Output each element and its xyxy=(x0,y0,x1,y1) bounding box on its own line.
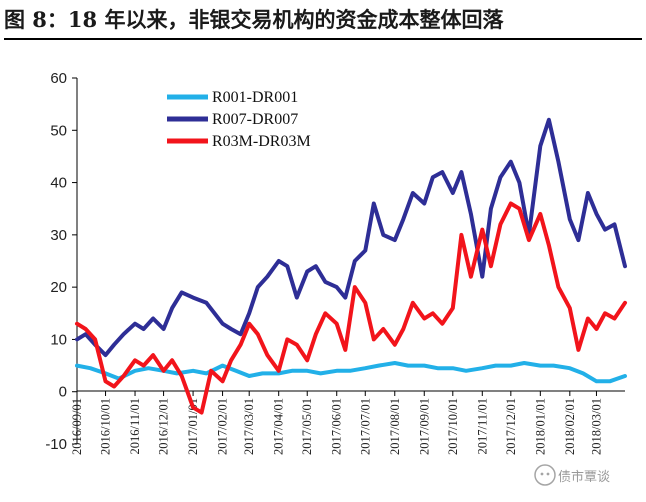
x-tick-label: 2017/09/01 xyxy=(417,398,431,455)
x-tick-label: 2017/08/01 xyxy=(388,398,402,455)
x-tick-label: 2017/02/01 xyxy=(216,398,230,455)
x-tick-label: 2017/06/01 xyxy=(330,398,344,455)
wechat-icon xyxy=(534,464,556,486)
y-tick-label: -10 xyxy=(45,436,67,453)
chart-legend: R001-DR001 R007-DR007 R03M-DR03M xyxy=(167,89,311,150)
x-tick-label: 2017/12/01 xyxy=(504,398,518,455)
legend-label-r007-dr007: R007-DR007 xyxy=(212,111,298,128)
y-tick-label: 20 xyxy=(50,279,67,296)
x-tick-label: 2017/07/01 xyxy=(358,398,372,455)
y-tick-label: 30 xyxy=(50,227,67,244)
chart-series xyxy=(75,117,627,415)
legend-label-r03m-dr03m: R03M-DR03M xyxy=(212,133,311,150)
x-tick-label: 2017/10/01 xyxy=(446,398,460,455)
series-line-r03m-dr03m xyxy=(75,201,627,415)
x-tick-label: 2018/03/01 xyxy=(589,398,603,455)
watermark-text: 债市覃谈 xyxy=(558,470,611,485)
figure-title: 图 8：18 年以来，非银交易机构的资金成本整体回落 xyxy=(4,2,642,40)
x-tick-label: 2016/12/01 xyxy=(157,398,171,455)
x-tick-label: 2017/04/01 xyxy=(272,398,286,455)
x-tick-label: 2018/02/01 xyxy=(563,398,577,455)
y-tick-label: 10 xyxy=(50,331,67,348)
x-tick-label: 2018/01/01 xyxy=(533,398,547,455)
x-tick-label: 2017/03/01 xyxy=(242,398,256,455)
x-tick-label: 2016/09/01 xyxy=(70,398,84,455)
series-line-r001-dr001 xyxy=(75,361,627,384)
x-tick-label: 2017/11/01 xyxy=(475,398,489,454)
series-line-r007-dr007 xyxy=(75,117,627,358)
x-tick-label: 2017/01/01 xyxy=(186,398,200,455)
x-tick-label: 2016/11/01 xyxy=(128,398,142,454)
y-tick-label: 0 xyxy=(59,384,67,401)
x-tick-label: 2017/05/01 xyxy=(300,398,314,455)
y-tick-label: 40 xyxy=(50,175,67,192)
chart-axes: -10 0 10 20 30 40 50 60 2016/09/01 2016/10/01 2016… xyxy=(45,70,625,455)
y-tick-label: 60 xyxy=(50,70,67,87)
legend-label-r001-dr001: R001-DR001 xyxy=(212,89,298,106)
watermark: 债市覃谈 xyxy=(532,462,642,490)
y-tick-label: 50 xyxy=(50,122,67,139)
x-tick-label: 2016/10/01 xyxy=(99,398,113,455)
